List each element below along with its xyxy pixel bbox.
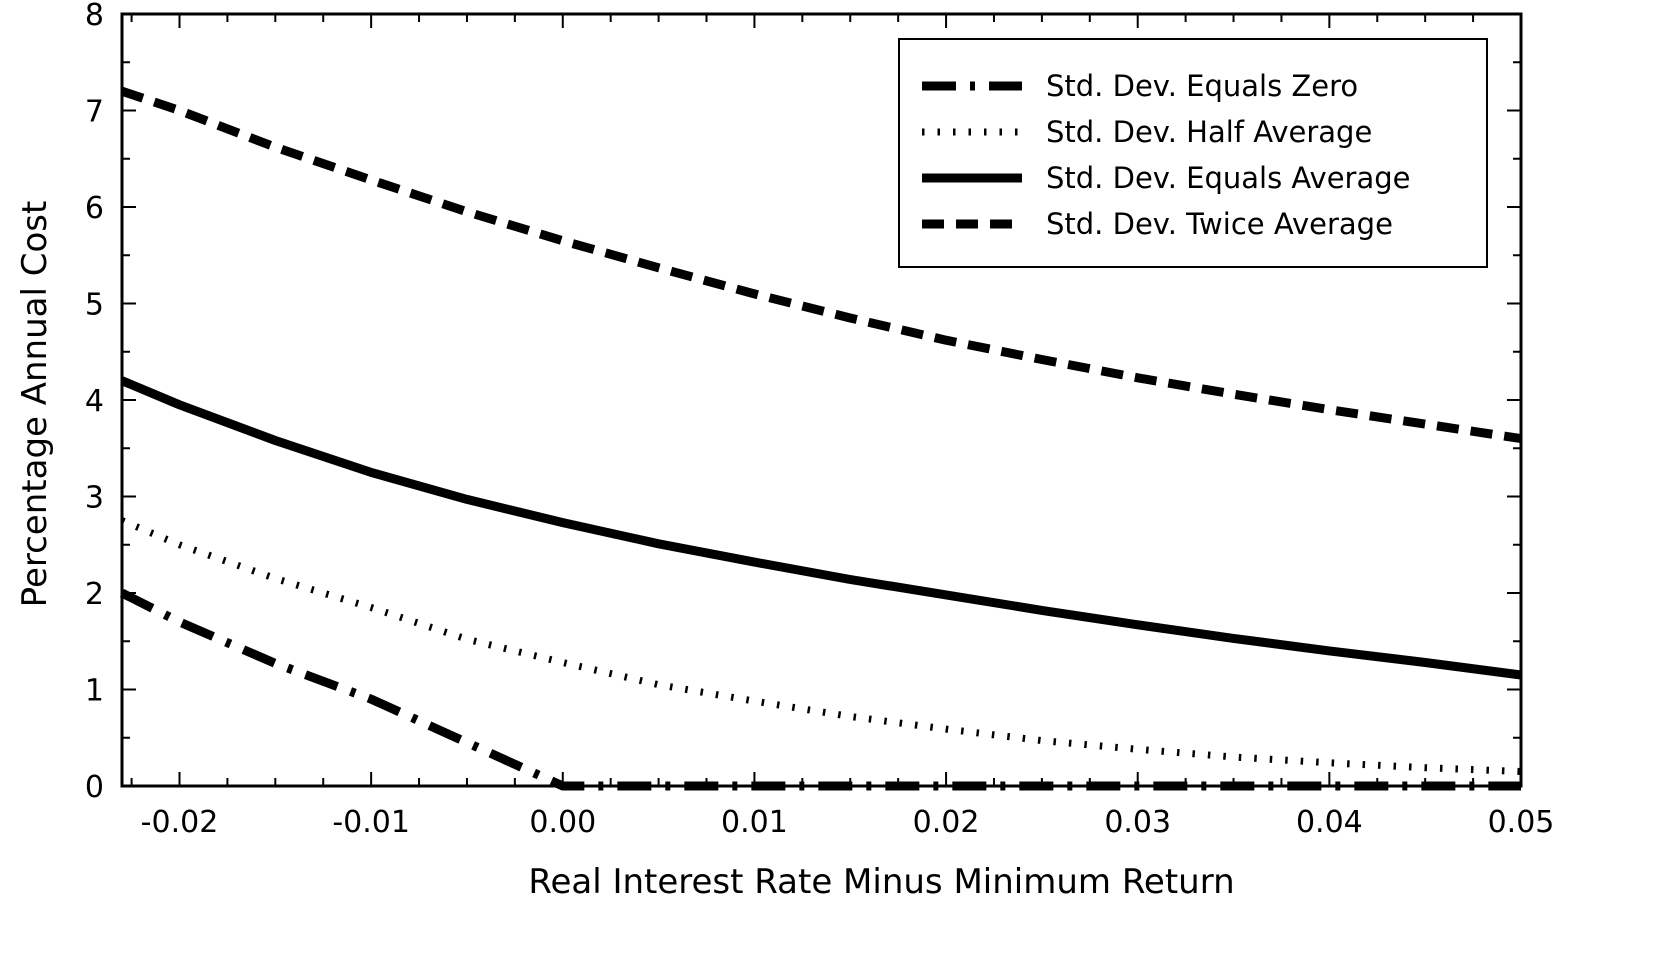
y-tick-label: 1 xyxy=(85,674,104,709)
y-tick-label: 8 xyxy=(85,0,104,33)
x-tick-label: 0.03 xyxy=(1104,805,1171,840)
y-tick-label: 5 xyxy=(85,288,104,323)
legend-label: Std. Dev. Twice Average xyxy=(1046,207,1393,241)
x-tick-label: -0.01 xyxy=(332,805,410,840)
y-tick-label: 4 xyxy=(85,384,104,419)
ticks-layer: 0 1 2 3 4 5 6 7 8 -0.02 -0.01 0.00 0.01 0.02 0.03 0.04 0… xyxy=(85,0,1554,840)
legend-label: Std. Dev. Equals Zero xyxy=(1046,69,1358,103)
y-tick-label: 7 xyxy=(85,95,104,130)
y-tick-label: 3 xyxy=(85,481,104,516)
legend: Std. Dev. Equals Zero Std. Dev. Half Aver… xyxy=(898,38,1488,268)
y-tick-label: 2 xyxy=(85,577,104,612)
legend-frame xyxy=(898,38,1488,268)
x-tick-label: -0.02 xyxy=(141,805,219,840)
x-tick-label: 0.00 xyxy=(529,805,596,840)
y-tick-label: 0 xyxy=(85,770,104,805)
series-line-std-dev-equals-average xyxy=(120,376,1522,680)
x-tick-label: 0.01 xyxy=(721,805,788,840)
y-axis-title: Percentage Annual Cost xyxy=(15,201,55,608)
y-tick-label: 6 xyxy=(85,191,104,226)
x-tick-label: 0.02 xyxy=(913,805,980,840)
series-line-std-dev-twice-average xyxy=(120,86,1522,444)
legend-label: Std. Dev. Equals Average xyxy=(1046,161,1411,195)
series-line-std-dev-equals-zero xyxy=(119,588,1521,791)
x-tick-label: 0.04 xyxy=(1296,805,1363,840)
x-tick-label: 0.05 xyxy=(1488,805,1555,840)
x-axis-title: Real Interest Rate Minus Minimum Return xyxy=(528,862,1234,902)
legend-label: Std. Dev. Half Average xyxy=(1046,115,1372,149)
